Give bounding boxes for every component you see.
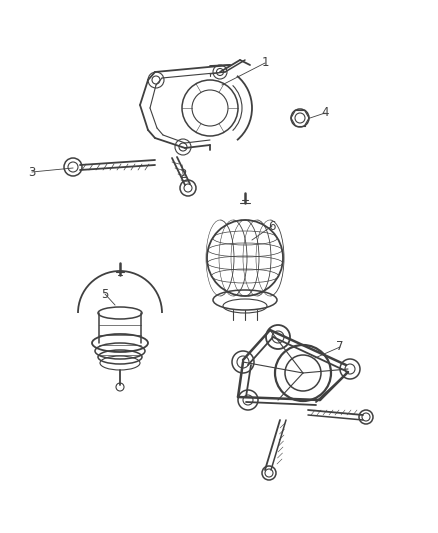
Text: 7: 7 (336, 341, 344, 353)
Text: 2: 2 (179, 167, 187, 181)
Text: 6: 6 (268, 220, 276, 232)
Text: 3: 3 (28, 166, 35, 179)
Text: 4: 4 (321, 107, 329, 119)
Text: 5: 5 (101, 287, 109, 301)
Text: 1: 1 (261, 56, 269, 69)
